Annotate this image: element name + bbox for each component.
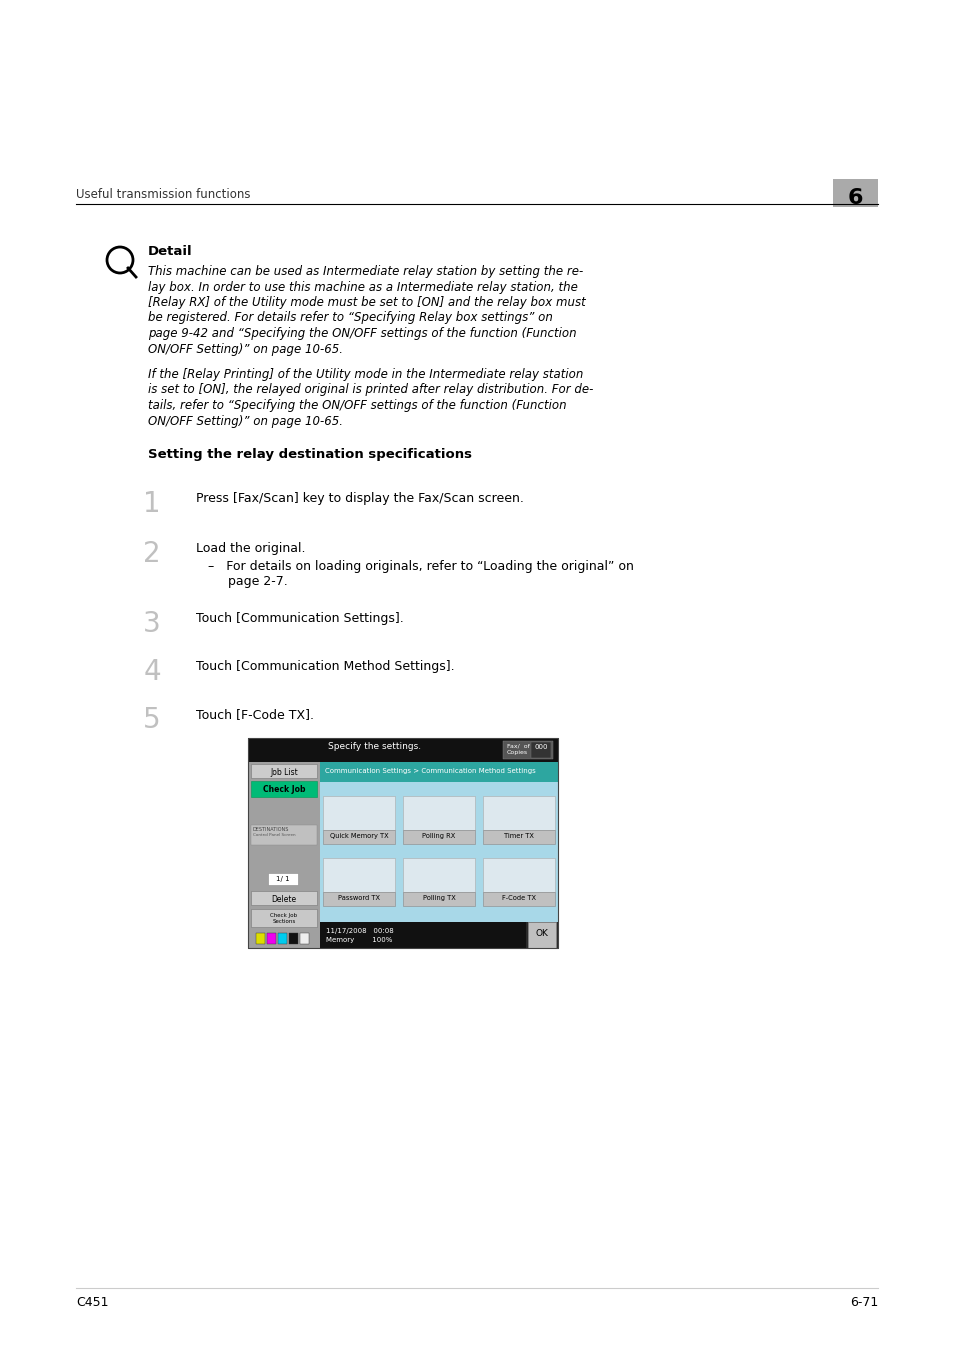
Bar (251, 909, 316, 927)
Text: 11/17/2008   00:08: 11/17/2008 00:08 (326, 927, 394, 934)
Bar (531, 743, 551, 757)
Bar (323, 859, 395, 892)
Text: Useful transmission functions: Useful transmission functions (76, 188, 251, 201)
Text: OK: OK (535, 930, 548, 938)
Bar (289, 933, 297, 944)
Text: [Relay RX] of the Utility mode must be set to [ON] and the relay box must: [Relay RX] of the Utility mode must be s… (148, 296, 585, 309)
Text: 4: 4 (143, 657, 161, 686)
Text: page 9-42 and “Specifying the ON/OFF settings of the function (Function: page 9-42 and “Specifying the ON/OFF set… (148, 327, 576, 340)
Text: Sections: Sections (273, 919, 295, 923)
Text: –   For details on loading originals, refer to “Loading the original” on: – For details on loading originals, refe… (208, 560, 633, 572)
Text: lay box. In order to use this machine as a Intermediate relay station, the: lay box. In order to use this machine as… (148, 281, 578, 293)
Bar (277, 933, 287, 944)
Bar (251, 825, 316, 845)
Bar (502, 741, 553, 759)
Text: 6: 6 (847, 188, 862, 208)
Bar (482, 859, 555, 892)
Text: ON/OFF Setting)” on page 10-65.: ON/OFF Setting)” on page 10-65. (148, 343, 343, 355)
Bar (268, 873, 297, 886)
Bar (248, 738, 558, 948)
Text: F-Code TX: F-Code TX (501, 895, 536, 900)
Bar (323, 796, 395, 830)
Text: Load the original.: Load the original. (195, 541, 305, 555)
Text: 5: 5 (143, 706, 161, 734)
Text: 6-71: 6-71 (849, 1296, 877, 1310)
Text: Specify the settings.: Specify the settings. (328, 743, 420, 751)
Text: Quick Memory TX: Quick Memory TX (330, 833, 388, 838)
Text: 1: 1 (143, 490, 161, 518)
Bar (299, 933, 309, 944)
Text: Control Panel Screen: Control Panel Screen (253, 833, 295, 837)
Bar (248, 738, 558, 948)
Bar (319, 761, 558, 782)
Bar (402, 796, 475, 830)
Text: Polling RX: Polling RX (422, 833, 456, 838)
Bar (248, 761, 319, 948)
Text: Press [Fax/Scan] key to display the Fax/Scan screen.: Press [Fax/Scan] key to display the Fax/… (195, 491, 523, 505)
Bar (402, 830, 475, 844)
Text: 1/ 1: 1/ 1 (276, 876, 290, 882)
Text: Check Job: Check Job (270, 913, 297, 918)
Text: If the [Relay Printing] of the Utility mode in the Intermediate relay station: If the [Relay Printing] of the Utility m… (148, 369, 583, 381)
Text: Touch [F-Code TX].: Touch [F-Code TX]. (195, 707, 314, 721)
Text: Check Job: Check Job (262, 784, 305, 794)
Bar (251, 764, 316, 778)
Text: DESTINATIONS: DESTINATIONS (253, 828, 289, 832)
Text: Touch [Communication Method Settings].: Touch [Communication Method Settings]. (195, 660, 455, 674)
Text: Fax/  of: Fax/ of (506, 744, 529, 749)
Bar (482, 796, 555, 830)
Text: Touch [Communication Settings].: Touch [Communication Settings]. (195, 612, 403, 625)
Text: be registered. For details refer to “Specifying Relay box settings” on: be registered. For details refer to “Spe… (148, 312, 553, 324)
Text: C451: C451 (76, 1296, 109, 1310)
Text: Detail: Detail (148, 244, 193, 258)
Text: Polling TX: Polling TX (422, 895, 455, 900)
Bar (323, 892, 395, 906)
Text: Memory        100%: Memory 100% (326, 937, 392, 944)
Text: 3: 3 (143, 610, 161, 639)
Bar (248, 738, 558, 761)
Text: Delete: Delete (272, 895, 296, 905)
Bar (323, 830, 395, 844)
Text: Timer TX: Timer TX (503, 833, 534, 838)
Text: 000: 000 (534, 744, 547, 751)
Bar (832, 180, 877, 207)
Bar (255, 933, 265, 944)
Bar (402, 859, 475, 892)
Text: tails, refer to “Specifying the ON/OFF settings of the function (Function: tails, refer to “Specifying the ON/OFF s… (148, 400, 566, 412)
Bar (251, 891, 316, 904)
Bar (527, 922, 556, 948)
Text: This machine can be used as Intermediate relay station by setting the re-: This machine can be used as Intermediate… (148, 265, 582, 278)
Bar (319, 782, 558, 922)
Bar (251, 782, 316, 796)
Text: Copies: Copies (506, 751, 528, 755)
Text: 2: 2 (143, 540, 161, 568)
Text: page 2-7.: page 2-7. (208, 575, 288, 589)
Bar (267, 933, 275, 944)
Bar (482, 892, 555, 906)
Text: Password TX: Password TX (337, 895, 379, 900)
Text: ON/OFF Setting)” on page 10-65.: ON/OFF Setting)” on page 10-65. (148, 414, 343, 428)
Bar (319, 922, 525, 948)
Text: is set to [ON], the relayed original is printed after relay distribution. For de: is set to [ON], the relayed original is … (148, 383, 593, 397)
Text: Job List: Job List (270, 768, 297, 778)
Text: Communication Settings > Communication Method Settings: Communication Settings > Communication M… (325, 768, 536, 774)
Bar (482, 830, 555, 844)
Text: Setting the relay destination specifications: Setting the relay destination specificat… (148, 448, 472, 460)
Bar (402, 892, 475, 906)
